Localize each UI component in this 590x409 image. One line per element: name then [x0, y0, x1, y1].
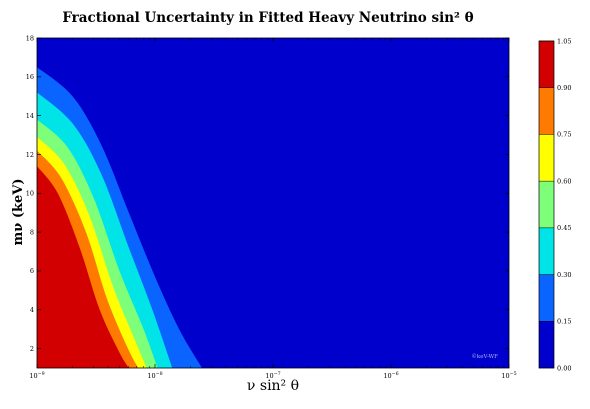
- watermark-text: ©keV-WF: [471, 353, 498, 360]
- y-tick-label: 4: [30, 306, 34, 314]
- colorbar-label: 0.00: [557, 364, 571, 372]
- y-tick-label: 14: [26, 112, 34, 120]
- colorbar-label: 0.30: [557, 271, 571, 279]
- colorbar-label: 0.90: [557, 84, 571, 92]
- y-tick-label: 18: [26, 34, 34, 42]
- y-tick-label: 8: [30, 228, 34, 236]
- colorbar-swatch: [539, 181, 554, 228]
- colorbar-label: 0.15: [557, 318, 571, 326]
- chart-title: Fractional Uncertainty in Fitted Heavy N…: [62, 10, 473, 26]
- x-axis-label: ν sin² θ: [247, 378, 299, 394]
- y-axis-label: mν (keV): [11, 179, 26, 246]
- colorbar-label: 0.45: [557, 224, 571, 232]
- colorbar-swatch: [539, 87, 554, 135]
- y-tick-label: 16: [26, 73, 34, 81]
- y-tick-label: 12: [26, 151, 34, 159]
- y-tick-label: 10: [26, 190, 34, 198]
- colorbar-swatch: [539, 134, 554, 182]
- plot-area: 10−9 10−8 10−7 10−6 10−5 2 4 6 8 10 12 14 16 18 ©keV-…: [26, 34, 517, 380]
- colorbar-swatch: [539, 41, 554, 88]
- y-tick-label: 6: [30, 267, 34, 275]
- colorbar: 0.00 0.15 0.30 0.45 0.60 0.75 0.90 1.05: [538, 37, 571, 372]
- colorbar-label: 0.75: [557, 131, 571, 139]
- colorbar-swatch: [539, 274, 554, 322]
- x-tick-label: 10−8: [147, 371, 162, 380]
- colorbar-label: 0.60: [557, 177, 571, 185]
- colorbar-swatch: [539, 321, 554, 368]
- x-tick-label: 10−9: [29, 371, 44, 380]
- x-tick-label: 10−6: [383, 371, 398, 380]
- colorbar-label: 1.05: [557, 37, 571, 45]
- contour-band-6: [37, 166, 129, 368]
- colorbar-swatch: [539, 227, 554, 275]
- x-tick-label: 10−5: [501, 371, 516, 380]
- y-tick-label: 2: [30, 345, 34, 353]
- x-tick-label: 10−7: [265, 371, 280, 380]
- ticks-layer: 10−9 10−8 10−7 10−6 10−5 2 4 6 8 10 12 14 16 18: [26, 34, 517, 380]
- contour-layer: [37, 38, 509, 368]
